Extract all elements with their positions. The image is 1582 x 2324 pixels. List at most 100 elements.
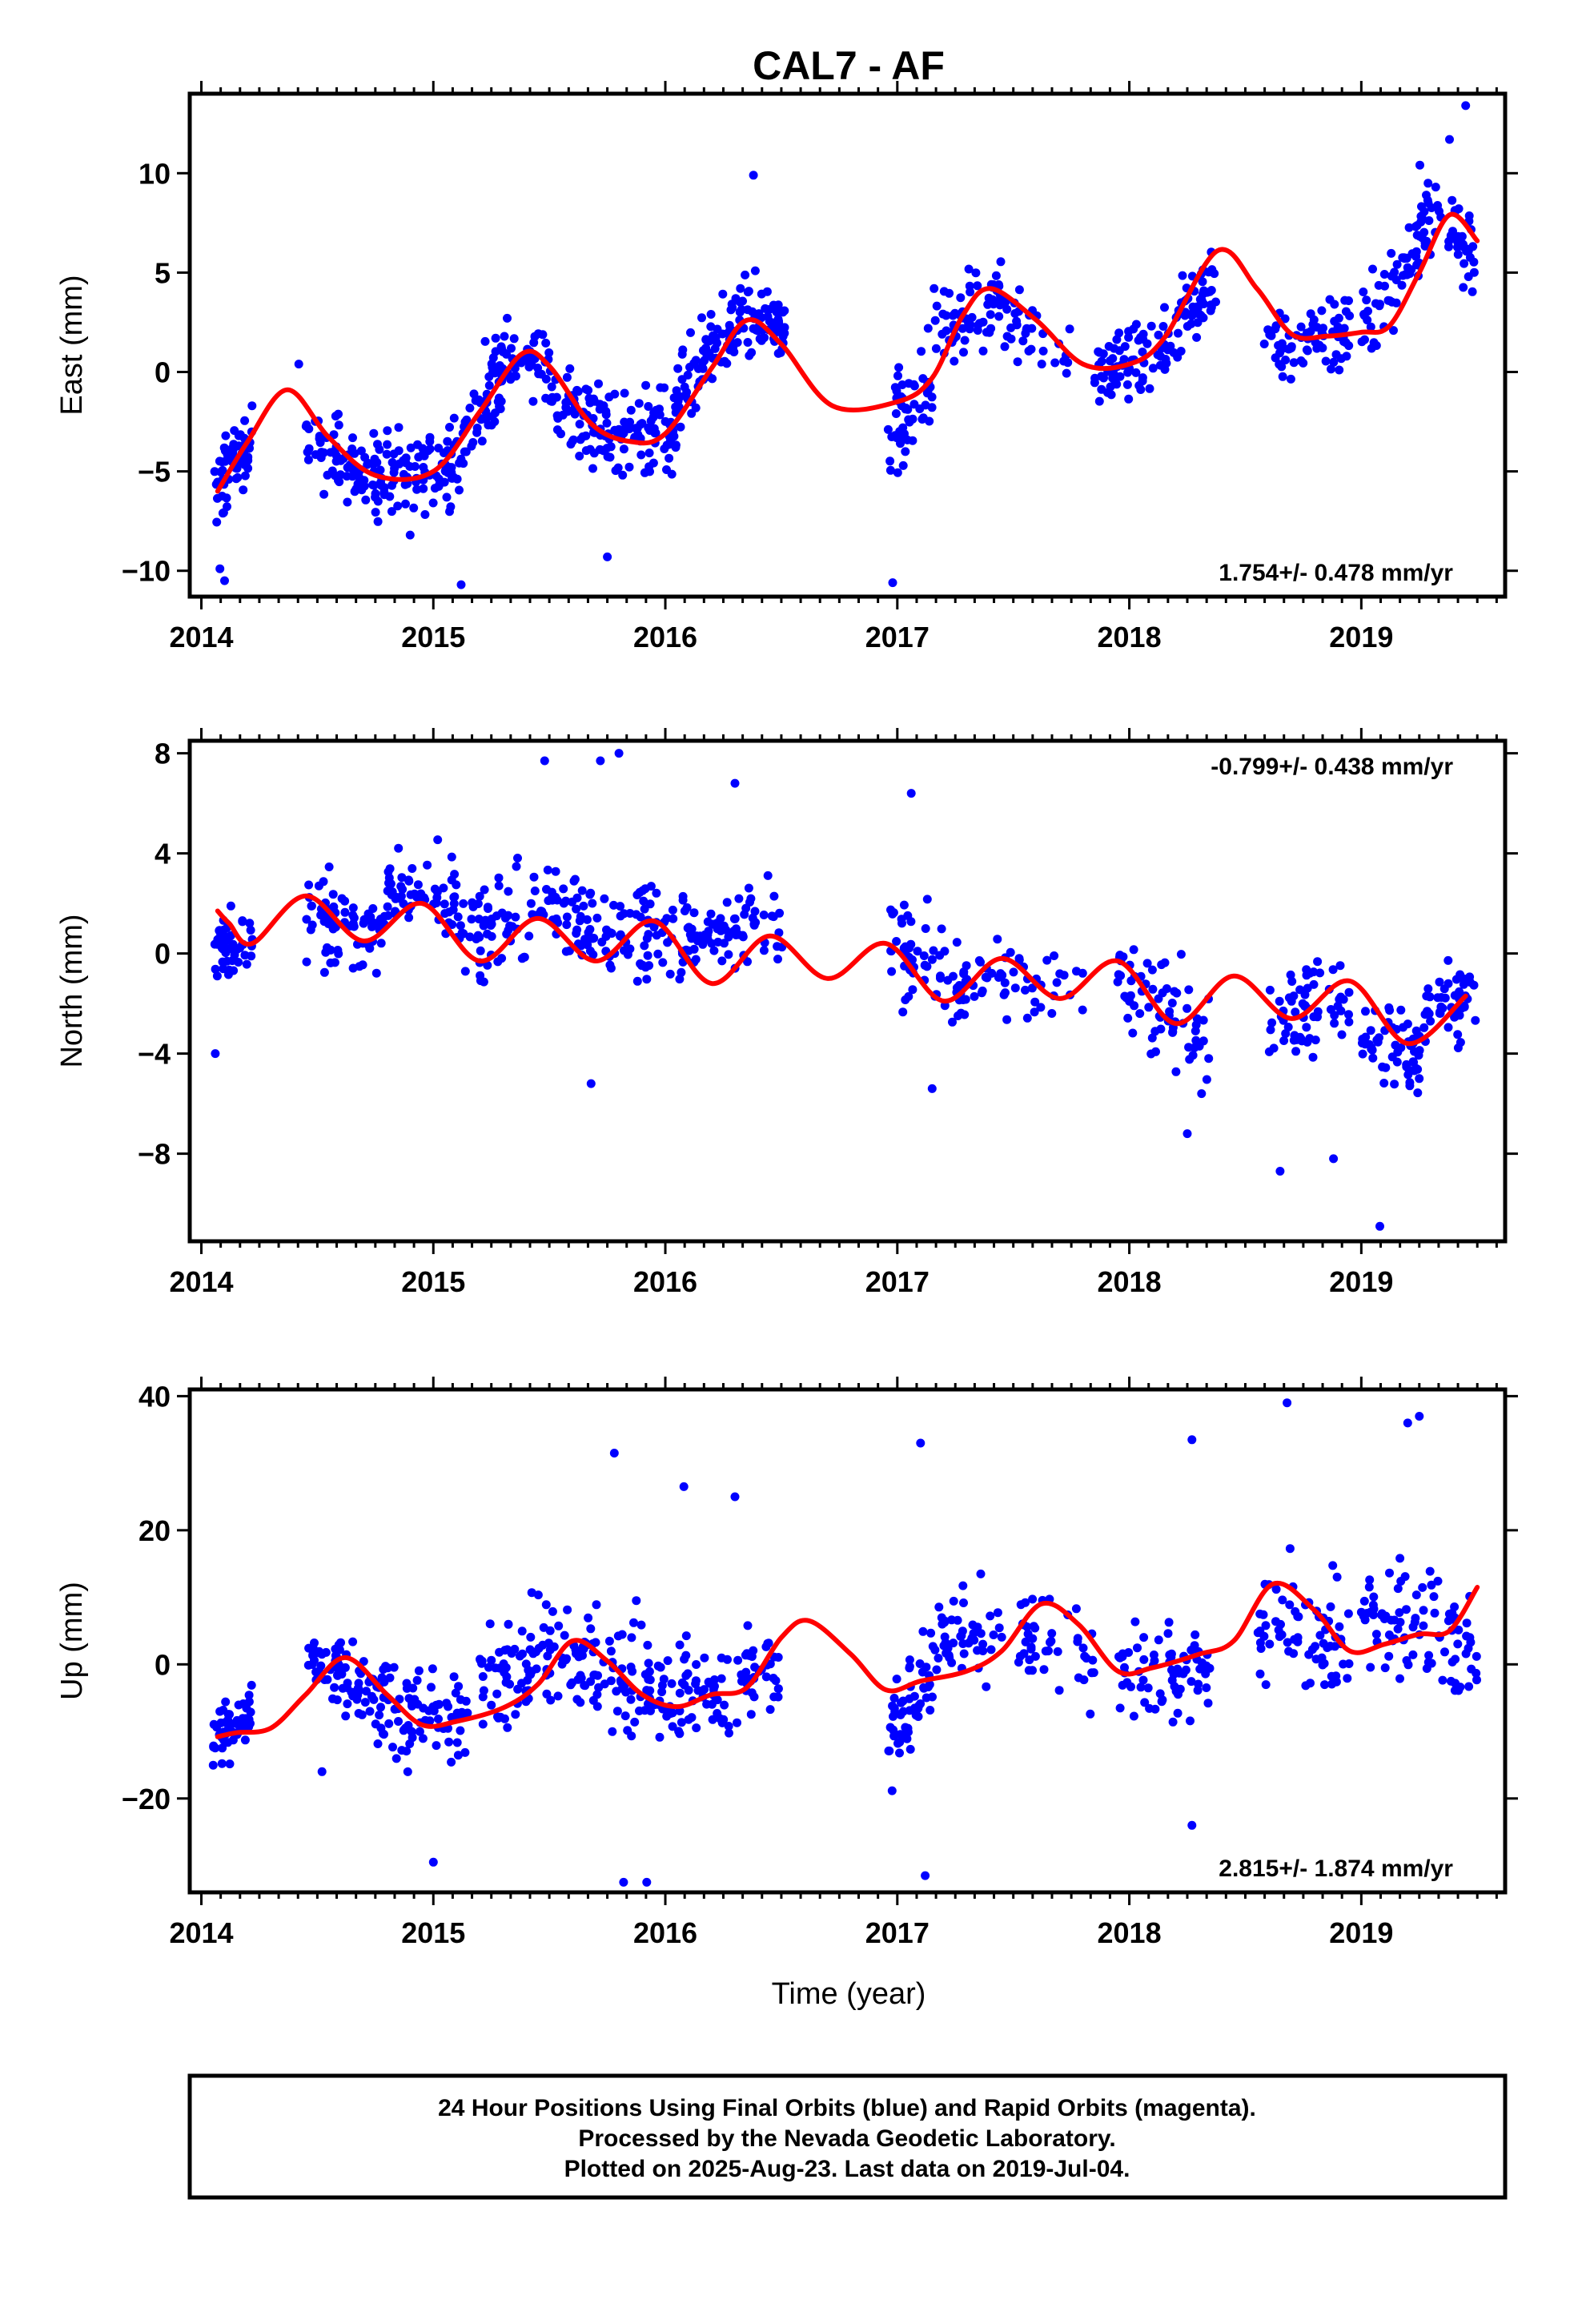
data-point (564, 946, 574, 955)
data-point (472, 424, 482, 432)
data-point (761, 1672, 771, 1682)
data-point (988, 295, 998, 304)
data-point (982, 328, 991, 337)
data-point (492, 1689, 502, 1699)
data-point (1012, 320, 1022, 330)
data-point (404, 913, 414, 923)
data-point (1405, 269, 1415, 279)
data-point (1358, 1049, 1367, 1059)
data-point (923, 324, 933, 333)
data-point (1265, 1639, 1275, 1649)
data-point (569, 876, 579, 886)
data-point (1154, 330, 1163, 340)
data-point (1053, 1647, 1062, 1656)
data-point (1422, 191, 1431, 200)
x-tick-label: 2017 (865, 1916, 930, 1949)
data-point (405, 530, 415, 540)
data-point (1171, 1067, 1181, 1076)
data-point (1285, 1544, 1295, 1554)
data-point (427, 1683, 436, 1692)
data-point (373, 1739, 383, 1748)
data-point (685, 923, 693, 932)
data-point (1333, 1001, 1343, 1011)
data-point (559, 884, 568, 894)
y-tick-label: −8 (138, 1138, 171, 1171)
up-rate-label: 2.815+/- 1.874 mm/yr (1219, 1856, 1453, 1882)
data-point (568, 406, 577, 416)
data-point (655, 410, 665, 420)
data-point (1379, 1079, 1389, 1088)
data-point (1454, 1625, 1464, 1634)
data-point (302, 957, 311, 967)
east-y-axis-label: East (mm) (55, 275, 89, 415)
data-point (1138, 348, 1147, 356)
data-point (736, 298, 745, 307)
data-point (565, 364, 575, 373)
data-point (395, 894, 404, 903)
data-point (1175, 1684, 1185, 1694)
data-point (586, 1624, 596, 1634)
data-point (1259, 340, 1269, 348)
data-point (1371, 341, 1381, 350)
data-point (627, 1633, 636, 1642)
data-point (759, 911, 769, 919)
data-point (586, 888, 596, 898)
data-point (1286, 374, 1295, 384)
data-point (908, 985, 917, 995)
data-point (1271, 1585, 1281, 1594)
data-point (1169, 348, 1178, 357)
data-point (402, 1683, 412, 1693)
data-point (944, 1651, 954, 1660)
east-frame (187, 91, 1508, 599)
data-point (1339, 1659, 1348, 1669)
panel-east: 2014 2015 2016 2017 2018 2019 −10 −5 0 5 10 East (m… (55, 81, 1518, 653)
data-point (644, 402, 653, 411)
data-point (921, 924, 930, 933)
data-point (1329, 1154, 1339, 1164)
data-point (905, 943, 914, 953)
data-point (1368, 264, 1377, 274)
data-point (899, 900, 909, 910)
data-point (1281, 356, 1291, 364)
data-point (767, 911, 777, 921)
data-point (1364, 1039, 1374, 1049)
data-point (1086, 1709, 1095, 1719)
data-point (1129, 324, 1138, 334)
data-point (219, 944, 228, 954)
data-point (1136, 1683, 1146, 1692)
data-point (652, 931, 661, 940)
data-point (620, 1711, 630, 1721)
data-point (1344, 987, 1354, 997)
data-point (589, 934, 599, 943)
data-point (632, 1596, 641, 1606)
data-point (1395, 1608, 1404, 1618)
data-point (589, 1671, 599, 1680)
data-point (908, 436, 917, 445)
data-point (493, 1712, 502, 1722)
data-point (1038, 346, 1048, 356)
y-tick-label: 5 (155, 256, 171, 289)
data-point (1424, 216, 1434, 225)
data-point (780, 306, 789, 316)
data-point (641, 380, 651, 390)
data-point (720, 1700, 729, 1710)
data-point (573, 1675, 583, 1684)
data-point (620, 388, 629, 398)
footer-box: 24 Hour Positions Using Final Orbits (bl… (187, 2073, 1508, 2200)
data-point (1112, 335, 1122, 344)
data-point (543, 1651, 552, 1661)
data-point (435, 480, 444, 489)
x-tick-label: 2019 (1329, 1916, 1393, 1949)
data-point (1293, 1637, 1303, 1647)
data-point (1411, 1590, 1421, 1600)
data-point (1146, 1049, 1156, 1059)
data-point (478, 1672, 488, 1681)
data-point (389, 1663, 399, 1672)
data-point (1078, 968, 1087, 978)
data-point (1014, 285, 1024, 295)
data-point (1296, 322, 1306, 332)
data-point (592, 1702, 602, 1711)
data-point (669, 914, 678, 923)
data-point (477, 436, 487, 446)
data-point (701, 930, 710, 939)
